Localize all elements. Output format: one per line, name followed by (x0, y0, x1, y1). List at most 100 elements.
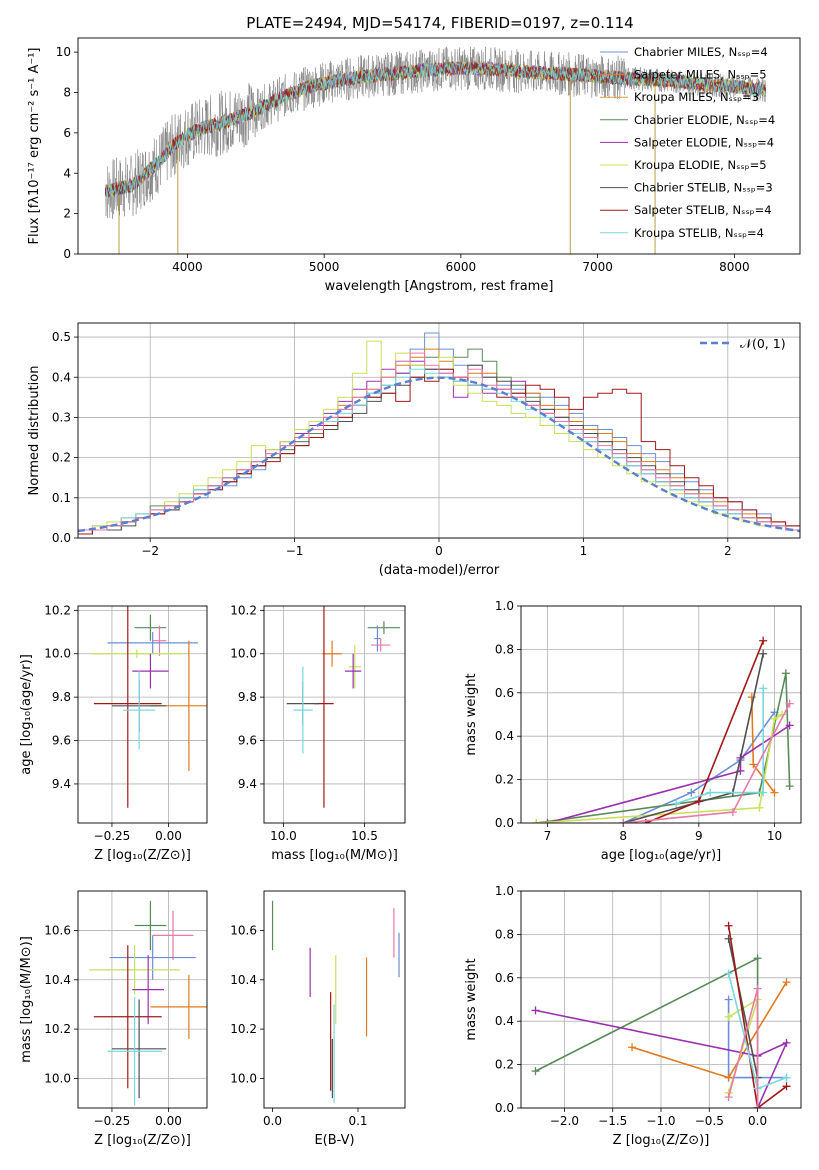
y-tick-label: 0.4 (495, 1014, 514, 1028)
x-axis-label: Z [log₁₀(Z/Z⊙)] (613, 1133, 710, 1148)
x-tick-label: −0.25 (94, 1114, 131, 1128)
y-tick-label: 2 (63, 207, 71, 221)
data-point-marker (724, 921, 733, 930)
legend-label: Chabrier ELODIE, Nₛₛₚ=4 (634, 113, 775, 127)
histogram-series (78, 352, 800, 538)
y-axis-label: mass weight (464, 958, 479, 1040)
data-point-marker (759, 649, 768, 658)
y-tick-label: 0.3 (52, 410, 71, 424)
mass-vs-metallicity-panel: −0.25 0.00 10.0 10.2 10.4 10.6 Z [log₁₀(Z/Z⊙)]… (19, 890, 208, 1148)
x-tick-label: −0.25 (94, 829, 131, 843)
legend-label: Kroupa ELODIE, Nₛₛₚ=5 (634, 158, 767, 172)
data-point-marker (770, 714, 779, 723)
data-point-marker (755, 803, 764, 812)
y-tick-label: 1.0 (495, 884, 514, 898)
y-tick-label: 10 (56, 45, 71, 59)
data-point-marker (781, 669, 790, 678)
axes-frame (77, 37, 801, 255)
y-tick-label: 9.8 (238, 690, 257, 704)
x-tick-label: −1 (286, 544, 304, 558)
x-tick-label: −1.5 (598, 1114, 627, 1128)
mass-weight-vs-age-panel: 7 8 9 10 0.0 0.2 0.4 0.6 0.8 1.0 age [log₁₀(age/yr… (464, 599, 802, 863)
y-tick-label: 10.2 (230, 1022, 257, 1036)
y-tick-label: 10.0 (230, 1071, 257, 1085)
y-tick-label: 0.6 (495, 971, 514, 985)
y-tick-label: 0.4 (495, 729, 514, 743)
data-point-marker (770, 788, 779, 797)
y-tick-label: 0.4 (52, 370, 71, 384)
data-point-marker (724, 1012, 733, 1021)
x-tick-label: 0.0 (748, 1114, 767, 1128)
x-tick-label: 1 (580, 544, 588, 558)
data-point-marker (759, 684, 768, 693)
y-tick-label: 0.8 (495, 642, 514, 656)
plot-area (89, 900, 207, 1106)
plot-area (532, 636, 794, 823)
normal-distribution-curve (78, 376, 800, 533)
data-point-marker (749, 760, 758, 769)
y-tick-label: 9.6 (52, 734, 71, 748)
data-point-marker (724, 995, 733, 1004)
y-tick-label: 9.6 (238, 734, 257, 748)
data-point-marker (672, 799, 681, 808)
y-tick-label: 0.2 (495, 773, 514, 787)
age-vs-mass-panel: 10.0 10.5 9.4 9.6 9.8 10.0 10.2 mass [log₁₀(M/M… (230, 603, 406, 863)
y-tick-label: 10.6 (230, 923, 257, 937)
x-tick-label: 0.00 (155, 1114, 182, 1128)
x-tick-label: 7 (544, 829, 552, 843)
x-tick-label: 10.5 (351, 829, 378, 843)
y-tick-label: 0.5 (52, 330, 71, 344)
mass-weight-series (675, 688, 764, 805)
mass-vs-extinction-panel: 0.0 0.1 10.0 10.2 10.4 10.6 E(B-V) (230, 890, 406, 1148)
x-axis-label: wavelength [Angstrom, rest frame] (325, 279, 554, 294)
y-tick-label: 0.8 (495, 927, 514, 941)
data-point-marker (753, 954, 762, 963)
x-axis-label: age [log₁₀(age/yr)] (601, 848, 722, 863)
y-tick-label: 1.0 (495, 599, 514, 613)
spectrum-panel: 4000 5000 6000 7000 8000 0 2 4 6 8 10 Chabrier MILE… (27, 37, 801, 294)
legend-label: Chabrier STELIB, Nₛₛₚ=3 (634, 181, 773, 195)
data-point-marker (628, 1043, 637, 1052)
data-point-marker (706, 788, 715, 797)
plot-area (104, 46, 767, 254)
y-tick-label: 0 (63, 247, 71, 261)
y-tick-label: 10.6 (44, 923, 71, 937)
x-tick-label: 10.0 (270, 829, 297, 843)
data-point-marker (724, 969, 733, 978)
data-point-marker (724, 1093, 733, 1102)
y-tick-label: 10.2 (44, 603, 71, 617)
y-tick-label: 10.2 (44, 1022, 71, 1036)
y-tick-label: 10.0 (230, 647, 257, 661)
x-tick-label: −1.0 (646, 1114, 675, 1128)
y-tick-label: 10.2 (230, 603, 257, 617)
legend-label: Salpeter MILES, Nₛₛₚ=5 (634, 68, 767, 82)
axes-frame (77, 605, 208, 824)
mass-weight-series (727, 938, 759, 1078)
data-point-marker (531, 1006, 540, 1015)
residual-histogram-panel: −2 −1 0 1 2 0.0 0.1 0.2 0.3 0.4 0.5 𝒩(0, 1) (data-mo… (27, 322, 801, 578)
legend: Chabrier MILES, Nₛₛₚ=4 Salpeter MILES, Nₛ… (600, 45, 775, 240)
data-point-marker (759, 788, 768, 797)
data-point-marker (753, 1104, 762, 1108)
plot-area (91, 606, 207, 808)
axes-frame (520, 890, 802, 1109)
data-point-marker (785, 721, 794, 730)
legend-label: Salpeter STELIB, Nₛₛₚ=4 (634, 203, 772, 217)
axes-frame (263, 890, 406, 1109)
y-tick-label: 9.8 (52, 690, 71, 704)
x-tick-label: 7000 (582, 260, 613, 274)
data-point-marker (543, 819, 552, 823)
y-tick-label: 4 (63, 166, 71, 180)
x-tick-label: 10 (767, 829, 782, 843)
data-point-marker (785, 782, 794, 791)
mass-weight-vs-metallicity-panel: −2.0 −1.5 −1.0 −0.5 0.0 0.0 0.2 0.4 0.6 0.8 1.0 Z [… (464, 884, 802, 1148)
x-tick-label: 2 (724, 544, 732, 558)
y-tick-label: 10.0 (44, 1071, 71, 1085)
data-point-marker (532, 819, 541, 823)
x-tick-label: 4000 (172, 260, 203, 274)
mass-weight-series (623, 703, 791, 823)
x-tick-label: 0.0 (263, 1114, 282, 1128)
data-point-marker (753, 984, 762, 993)
y-tick-label: 6 (63, 126, 71, 140)
